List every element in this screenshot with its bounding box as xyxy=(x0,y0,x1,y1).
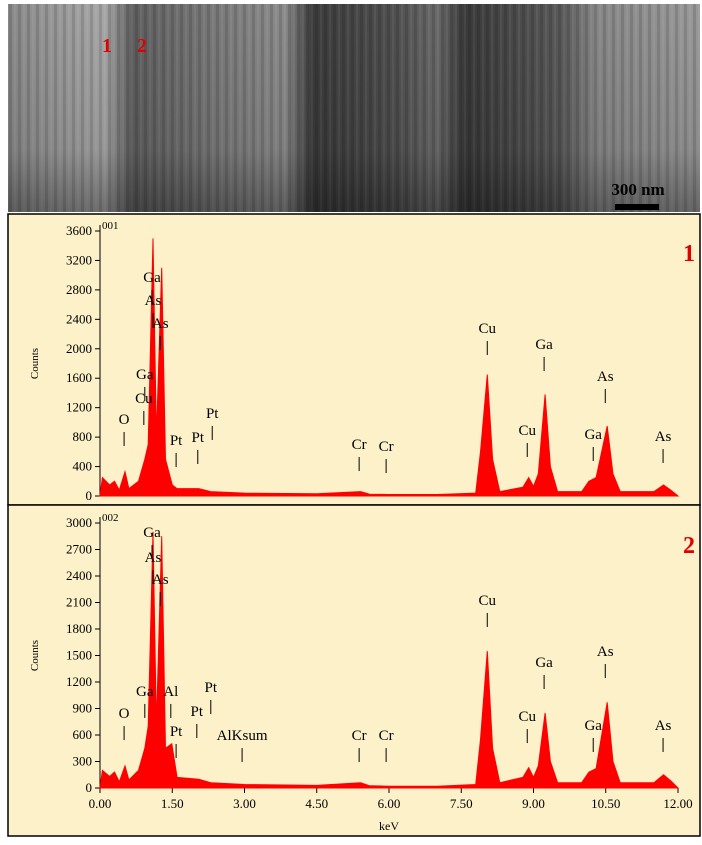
peak-label: Ga xyxy=(136,367,154,383)
position-label: 1 xyxy=(102,35,112,57)
position-label: 2 xyxy=(137,35,147,57)
y-tick-label: 1500 xyxy=(66,648,92,663)
x-axis-label: keV xyxy=(379,819,399,833)
y-tick-label: 2800 xyxy=(66,282,92,297)
spectrum-label: 002 xyxy=(102,512,119,524)
peak-label: Cr xyxy=(379,439,394,455)
x-tick-label: 3.00 xyxy=(233,796,256,811)
scale-bar-label: 300 nm xyxy=(611,180,664,199)
tem-image: 1 2 300 nm xyxy=(8,4,700,212)
y-tick-label: 900 xyxy=(73,701,93,716)
y-tick-label: 3200 xyxy=(66,252,92,267)
y-axis-label: Counts xyxy=(29,640,41,671)
y-tick-label: 0 xyxy=(86,488,93,503)
peak-label: Pt xyxy=(192,430,205,446)
peak-label: As xyxy=(152,572,169,588)
peak-label: Ga xyxy=(535,655,553,671)
y-tick-label: 2000 xyxy=(66,341,92,356)
peak-label: Ga xyxy=(143,270,161,286)
y-tick-label: 1200 xyxy=(66,400,92,415)
peak-label: As xyxy=(655,718,672,734)
y-tick-label: 400 xyxy=(73,459,93,474)
y-tick-label: 2700 xyxy=(66,542,92,557)
spectrum-panel: 0 400 800 1200 1600 2000 2400 2800 3200 3600 Count… xyxy=(7,213,701,506)
peak-label: Pt xyxy=(205,680,218,696)
x-tick-label: 1.50 xyxy=(161,796,184,811)
peak-label: Pt xyxy=(170,433,183,449)
x-tick-label: 12.00 xyxy=(663,796,692,811)
peak-label: As xyxy=(145,550,162,566)
peak-label: Al xyxy=(163,684,178,700)
x-tick-label: 7.50 xyxy=(450,796,473,811)
x-tick-label: 6.00 xyxy=(378,796,401,811)
peak-label: Ga xyxy=(535,337,553,353)
peak-label: Cr xyxy=(379,728,394,744)
peak-label: As xyxy=(145,293,162,309)
peak-label: Cu xyxy=(479,321,497,337)
peak-label: Cu xyxy=(135,391,153,407)
panel-background xyxy=(7,213,701,506)
peak-label: Cu xyxy=(518,709,536,725)
image-shade xyxy=(8,4,700,212)
x-tick-label: 4.50 xyxy=(305,796,328,811)
spectrum-label: 001 xyxy=(102,220,119,232)
peak-label: Cr xyxy=(352,728,367,744)
x-tick-label: 9.00 xyxy=(522,796,545,811)
y-tick-label: 600 xyxy=(73,727,93,742)
y-tick-label: 1600 xyxy=(66,370,92,385)
y-tick-label: 2100 xyxy=(66,595,92,610)
scale-bar xyxy=(615,204,659,210)
y-tick-label: 1200 xyxy=(66,674,92,689)
peak-label: Ga xyxy=(143,525,161,541)
panel-label: 2 xyxy=(683,533,695,559)
y-tick-label: 3000 xyxy=(66,515,92,530)
y-axis-label: Counts xyxy=(29,348,41,379)
y-tick-label: 1800 xyxy=(66,621,92,636)
panel-label: 1 xyxy=(683,241,695,267)
y-tick-label: 800 xyxy=(73,429,93,444)
peak-label: AlKsum xyxy=(217,728,268,744)
peak-label: As xyxy=(597,644,614,660)
peak-label: As xyxy=(655,429,672,445)
x-tick-label: 10.50 xyxy=(591,796,620,811)
peak-label: Pt xyxy=(170,724,183,740)
y-tick-label: 3600 xyxy=(66,223,92,238)
y-tick-label: 2400 xyxy=(66,568,92,583)
peak-label: O xyxy=(119,706,130,722)
peak-label: Pt xyxy=(191,704,204,720)
spectrum-panel: 0 300 600 900 1200 1500 1800 2100 2400 2700 3000 0.… xyxy=(7,504,701,837)
peak-label: As xyxy=(152,316,169,332)
peak-label: Cu xyxy=(518,423,536,439)
peak-label: Ga xyxy=(584,718,602,734)
spectrum xyxy=(99,238,680,497)
peak-label: Cu xyxy=(479,593,497,609)
peak-label: Ga xyxy=(136,684,154,700)
y-tick-label: 2400 xyxy=(66,311,92,326)
peak-label: Cr xyxy=(352,437,367,453)
peak-label: Pt xyxy=(206,406,219,422)
peak-label: As xyxy=(597,369,614,385)
y-tick-label: 300 xyxy=(73,754,93,769)
spectrum xyxy=(99,531,680,789)
x-tick-label: 0.00 xyxy=(89,796,112,811)
peak-label: O xyxy=(119,412,130,428)
y-tick-label: 0 xyxy=(86,780,93,795)
peak-label: Ga xyxy=(584,427,602,443)
